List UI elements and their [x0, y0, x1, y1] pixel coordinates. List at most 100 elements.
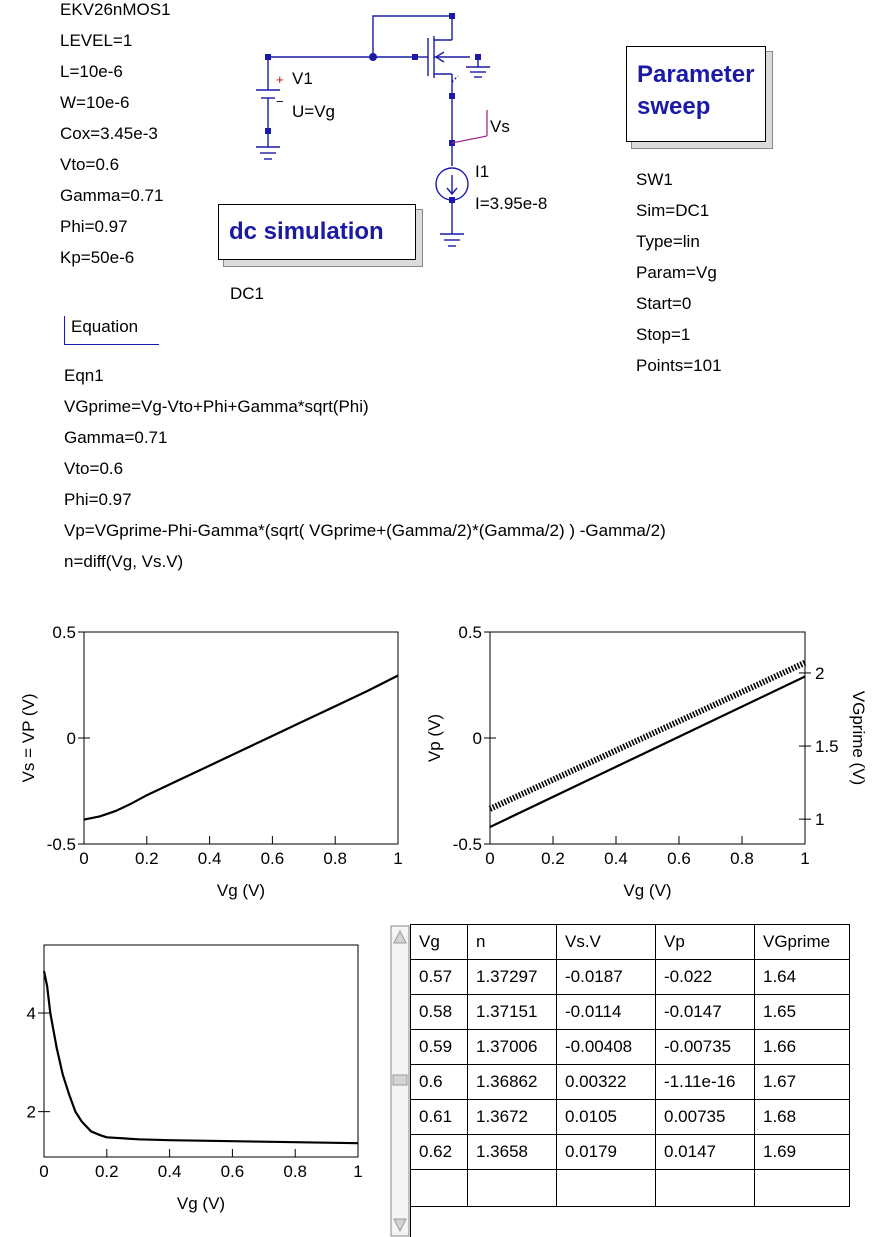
x-tick-label: 0: [79, 849, 88, 868]
table-cell: [556, 1169, 656, 1207]
transistor-param: Cox=3.45e-3: [60, 124, 158, 143]
sweep-param: Stop=1: [636, 325, 691, 344]
table-row: 0.58 1.37151 -0.0114 -0.0147 1.65: [410, 994, 850, 1030]
table-cell: 0.0179: [556, 1134, 656, 1170]
transistor-name: EKV26nMOS1: [60, 0, 171, 19]
y-tick-label: 4: [27, 1004, 36, 1023]
y-tick-label: -0.5: [47, 835, 76, 854]
table-cell: 0.00322: [556, 1064, 656, 1100]
x-tick-label: 0.2: [95, 1162, 119, 1181]
table-cell: 1.67: [754, 1064, 850, 1100]
table-cell: [754, 1169, 850, 1207]
dc-simulation-title: dc simulation: [229, 218, 384, 245]
ground-icon: [256, 146, 280, 160]
table-cell: 1.36862: [467, 1064, 557, 1100]
table-cell: 0.0147: [655, 1134, 755, 1170]
pin-marker: [412, 54, 418, 60]
table-cell: 1.3658: [467, 1134, 557, 1170]
table-cell: -0.0114: [556, 994, 656, 1030]
plot-frame: [489, 631, 806, 845]
v1-value: U=Vg: [292, 102, 335, 121]
y-tick-label: 0.5: [52, 623, 76, 642]
table-cell: -0.0187: [556, 959, 656, 995]
equation-label: Equation: [71, 317, 139, 336]
y-axis-label: Vs = VP (V): [19, 694, 38, 783]
current-source-icon[interactable]: [435, 167, 469, 234]
table-cell: -0.022: [655, 959, 755, 995]
col-header: VGprime: [754, 924, 850, 960]
wire[interactable]: [372, 15, 453, 57]
equation-block[interactable]: Equation: [64, 316, 159, 345]
equation-line: Vto=0.6: [64, 459, 124, 478]
schematic-canvas[interactable]: Vs + −: [0, 0, 882, 600]
scroll-up-icon[interactable]: [393, 929, 407, 944]
table-cell: 1.65: [754, 994, 850, 1030]
sweep-name: SW1: [636, 170, 673, 189]
v1-name: V1: [292, 69, 313, 88]
parameter-sweep-block[interactable]: Parameter sweep: [626, 46, 766, 142]
scroll-thumb[interactable]: [392, 1074, 408, 1086]
y-tick-label: -0.5: [453, 835, 482, 854]
x-tick-label: 1: [393, 849, 402, 868]
table-cell: 1.69: [754, 1134, 850, 1170]
pin-marker: [449, 197, 455, 203]
v1-plus-sign: +: [276, 72, 284, 87]
table-cell: 1.37151: [467, 994, 557, 1030]
x-tick-label: 0.8: [730, 849, 754, 868]
i1-name: I1: [475, 162, 490, 181]
x-tick-label: 0.2: [135, 849, 159, 868]
sweep-param: Sim=DC1: [636, 201, 710, 220]
voltage-probe-icon[interactable]: [451, 110, 488, 144]
mosfet-icon[interactable]: [415, 36, 470, 96]
plot-frame: [83, 631, 399, 845]
sweep-param: Type=lin: [636, 232, 700, 251]
dc-simulation-block[interactable]: dc simulation: [218, 204, 416, 260]
equation-line: n=diff(Vg, Vs.V): [64, 552, 184, 571]
x-tick-label: 0.6: [221, 1162, 245, 1181]
transistor-param: W=10e-6: [60, 93, 130, 112]
table-cell: 0.57: [410, 959, 468, 995]
table-row: 0.59 1.37006 -0.00408 -0.00735 1.66: [410, 1029, 850, 1065]
ground-icon: [440, 233, 464, 247]
table-cell: 1.37297: [467, 959, 557, 995]
x-axis-label: Vg (V): [623, 881, 671, 900]
sweep-param: Start=0: [636, 294, 692, 313]
col-header: n: [467, 924, 557, 960]
x-tick-label: 1: [800, 849, 809, 868]
results-table[interactable]: Vg n Vs.V Vp VGprime 0.57 1.37297 -0.018…: [410, 924, 850, 1207]
y-right-tick-label: 1.5: [815, 737, 839, 756]
y-right-tick-label: 2: [815, 664, 824, 683]
sweep-properties[interactable]: SW1 Sim=DC1 Type=lin Param=Vg Start=0 St…: [636, 170, 722, 387]
x-tick-label: 0.4: [198, 849, 222, 868]
table-scrollbar[interactable]: [390, 925, 411, 1237]
table-header-row: Vg n Vs.V Vp VGprime: [410, 924, 850, 960]
table-cell: 0.00735: [655, 1099, 755, 1135]
equation-name: Eqn1: [64, 366, 104, 385]
transistor-properties[interactable]: EKV26nMOS1 LEVEL=1 L=10e-6 W=10e-6 Cox=3…: [60, 0, 171, 279]
y-axis-label: Vp (V): [425, 714, 444, 762]
plot-frame: [43, 944, 359, 1158]
series-line: [489, 675, 806, 828]
transistor-param: Gamma=0.71: [60, 186, 164, 205]
chart-vs-vp[interactable]: 0 0.2 0.4 0.6 0.8 1-0.500.5Vg (V)Vs = VP (V): [0, 610, 420, 910]
pin-marker: [265, 128, 271, 134]
table-cell: -0.0147: [655, 994, 755, 1030]
table-row: 0.62 1.3658 0.0179 0.0147 1.69: [410, 1134, 850, 1170]
equation-properties[interactable]: Eqn1 VGprime=Vg-Vto+Phi+Gamma*sqrt(Phi) …: [64, 366, 666, 583]
table-cell: 0.58: [410, 994, 468, 1030]
x-axis-label: Vg (V): [177, 1194, 225, 1213]
table-row-empty: [410, 1169, 850, 1207]
y-tick-label: 0: [67, 729, 76, 748]
voltage-source-icon[interactable]: [256, 57, 280, 147]
equation-line: Gamma=0.71: [64, 428, 168, 447]
y-tick-label: 0.5: [458, 623, 482, 642]
pin-marker: [449, 93, 455, 99]
sweep-param: Param=Vg: [636, 263, 717, 282]
equation-line: Phi=0.97: [64, 490, 132, 509]
x-tick-label: 0.6: [261, 849, 285, 868]
x-tick-label: 0: [39, 1162, 48, 1181]
equation-line: VGprime=Vg-Vto+Phi+Gamma*sqrt(Phi): [64, 397, 369, 416]
table-cell: 0.62: [410, 1134, 468, 1170]
